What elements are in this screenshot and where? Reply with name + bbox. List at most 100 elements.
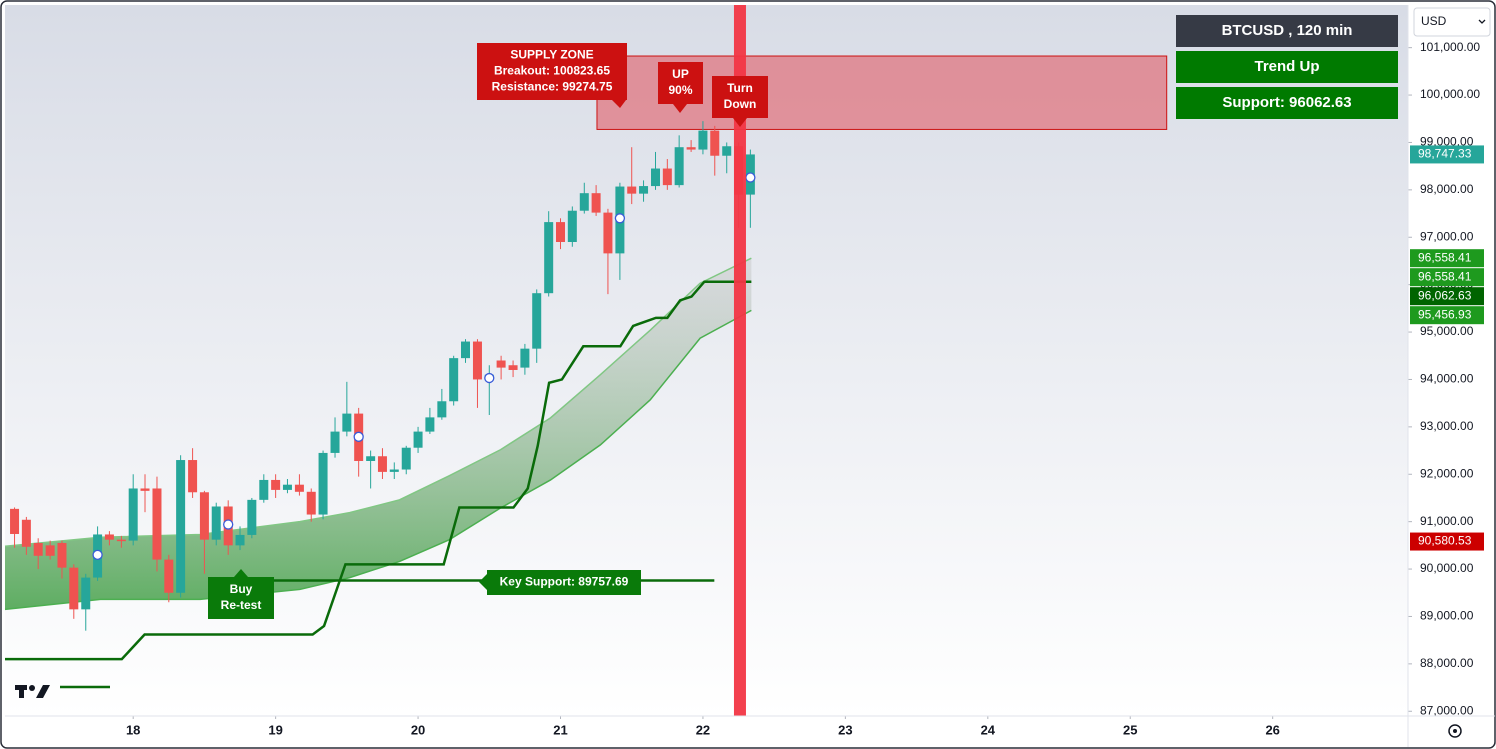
signal-marker [223, 519, 234, 530]
y-tick-label: 101,000.00 [1420, 40, 1480, 54]
candle-body [45, 545, 55, 556]
candle-body [520, 348, 530, 368]
candle-body [282, 484, 292, 490]
candle-body [662, 168, 672, 186]
candle-body [10, 508, 20, 534]
candle-body [496, 360, 506, 368]
y-tick-label: 93,000.00 [1420, 419, 1474, 433]
candle-body [342, 413, 352, 432]
signal-marker [484, 372, 495, 384]
price-tag [1410, 306, 1484, 325]
candle-body [152, 488, 162, 560]
candle-body [57, 542, 67, 568]
y-tick-label: 100,000.00 [1420, 87, 1480, 101]
candle-body [686, 147, 696, 150]
key-support-pointer [479, 574, 487, 590]
x-tick-label: 22 [696, 722, 710, 737]
turn-down-text: Down [724, 97, 757, 111]
candle-body [188, 460, 198, 493]
support-trail [5, 280, 752, 661]
y-tick-label: 91,000.00 [1420, 514, 1474, 528]
candle-body [247, 499, 257, 535]
candle-body [544, 222, 554, 294]
currency-select[interactable]: USD [1413, 7, 1491, 37]
turn-down-box [712, 76, 768, 118]
price-tag [1410, 268, 1484, 287]
candle-body [437, 401, 447, 418]
x-tick-label: 19 [268, 722, 282, 737]
candle-body [401, 447, 411, 470]
candle-body [211, 506, 221, 540]
candle-body [176, 460, 186, 593]
signal-marker [614, 213, 626, 224]
x-tick-label: 18 [126, 722, 140, 737]
candle-body [271, 479, 281, 490]
candle-body [698, 130, 708, 150]
candle-body [294, 484, 304, 492]
candle-body [651, 168, 661, 187]
signal-marker [92, 549, 103, 560]
candle-body [21, 519, 31, 547]
buy-retest-text: Re-test [221, 598, 262, 612]
candle-body [128, 488, 138, 541]
supply-zone-text: SUPPLY ZONE [510, 48, 593, 62]
price-tag-label: 96,558.41 [1418, 250, 1472, 264]
ribbon-fill [5, 258, 752, 610]
candle-body [472, 341, 482, 380]
up-signal-text: 90% [668, 83, 692, 97]
candle-body [164, 559, 174, 593]
candle-body [449, 358, 459, 402]
candle-body [413, 431, 423, 448]
candle-body [235, 534, 245, 546]
y-tick-label: 98,000.00 [1420, 182, 1474, 196]
settings-icon[interactable] [1448, 724, 1462, 738]
candle-body [425, 417, 435, 432]
x-tick-label: 25 [1123, 722, 1137, 737]
candle-body [722, 146, 732, 156]
candle-body [259, 479, 269, 500]
candle-body [674, 147, 684, 186]
candle-body [81, 577, 91, 610]
supply-zone-pointer [612, 100, 626, 108]
up-signal-box [658, 62, 703, 104]
candle-body [377, 456, 387, 472]
up-signal-pointer [673, 104, 687, 113]
candle-body [33, 542, 43, 556]
y-tick-label: 94,000.00 [1420, 372, 1474, 386]
y-tick-label: 89,000.00 [1420, 609, 1474, 623]
price-tag [1410, 287, 1484, 306]
x-tick-label: 20 [411, 722, 425, 737]
candle-body [567, 210, 577, 242]
candle-body [366, 456, 376, 461]
candle-body [69, 567, 79, 610]
x-tick-label: 26 [1265, 722, 1279, 737]
candle-body [710, 130, 720, 156]
candle-body [639, 186, 649, 194]
price-tag [1410, 532, 1484, 551]
x-tick-label: 23 [838, 722, 852, 737]
panel-support: Support: 96062.63 [1222, 94, 1351, 111]
candle-body [330, 431, 340, 453]
price-tag-label: 95,456.93 [1418, 307, 1472, 321]
x-tick-label: 21 [553, 722, 567, 737]
key-support-box [487, 570, 641, 595]
buy-retest-text: Buy [230, 582, 253, 596]
candle-body [508, 365, 518, 370]
candle-body [199, 492, 209, 540]
candle-body [603, 212, 613, 254]
candle-body [460, 341, 470, 359]
supply-zone-text: Breakout: 100823.65 [494, 64, 610, 78]
turn-down-text: Turn [727, 81, 753, 95]
candle-body [627, 186, 637, 194]
price-tag-label: 96,558.41 [1418, 269, 1472, 283]
panel-symbol: BTCUSD , 120 min [1222, 22, 1353, 39]
info-panel: BTCUSD , 120 min Trend Up Support: 96062… [1176, 15, 1398, 119]
key-support-text: Key Support: 89757.69 [500, 575, 629, 589]
price-tag-label: 96,062.63 [1418, 288, 1472, 302]
candle-body [591, 193, 601, 213]
y-tick-label: 87,000.00 [1420, 703, 1474, 717]
y-tick-label: 90,000.00 [1420, 561, 1474, 575]
y-tick-label: 99,000.00 [1420, 135, 1474, 149]
